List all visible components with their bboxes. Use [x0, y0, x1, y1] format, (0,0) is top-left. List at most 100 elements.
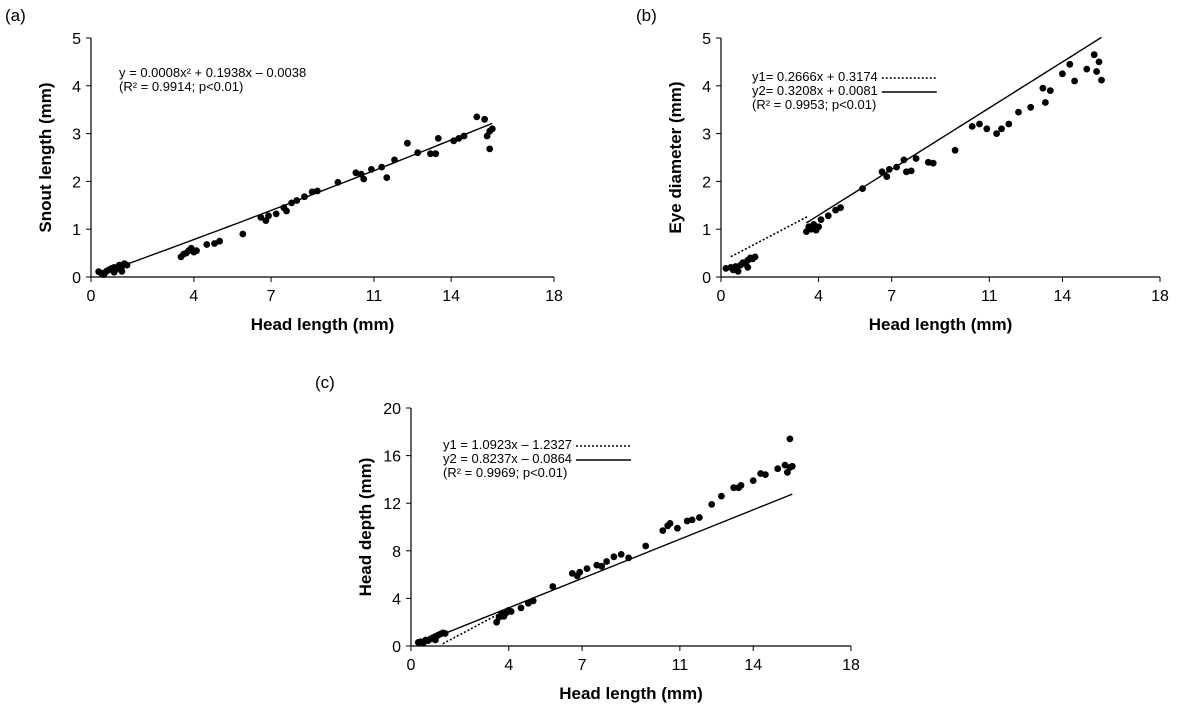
data-point [878, 168, 886, 176]
x-tick-label: 4 [814, 288, 823, 305]
data-point [788, 462, 796, 470]
equation-text: (R² = 0.9914; p<0.01) [119, 79, 243, 94]
data-point [1090, 51, 1098, 59]
x-tick-label: 0 [87, 288, 96, 305]
y-tick-label: 4 [702, 79, 711, 96]
x-tick-label: 0 [717, 288, 726, 305]
data-point [352, 169, 360, 177]
x-tick-label: 7 [578, 657, 587, 674]
data-point [1046, 87, 1054, 94]
data-point [824, 212, 832, 220]
x-tick-label: 14 [744, 657, 762, 674]
data-point [1095, 58, 1103, 66]
data-point [334, 179, 342, 186]
data-point [696, 514, 703, 521]
data-point [517, 604, 525, 612]
data-point [123, 261, 131, 269]
data-point [283, 207, 290, 215]
data-point [603, 558, 610, 565]
data-point [885, 166, 893, 173]
y-tick-label: 3 [72, 127, 81, 144]
y-axis-label: Snout length (mm) [36, 82, 55, 232]
y-axis-label: Eye diameter (mm) [666, 81, 685, 233]
y-tick-label: 1 [72, 222, 81, 239]
data-point [434, 135, 442, 142]
data-point [751, 253, 759, 261]
y-axis-label: Head depth (mm) [356, 458, 375, 597]
data-point [674, 524, 681, 532]
data-point [900, 156, 908, 164]
data-point [473, 113, 481, 121]
data-point [951, 146, 959, 154]
data-point [1093, 68, 1100, 75]
equation-text: y2= 0.3208x + 0.0081 [752, 83, 878, 98]
data-point [617, 551, 625, 558]
data-point [815, 223, 822, 231]
data-point [1059, 70, 1066, 78]
data-point [1027, 103, 1035, 111]
data-point [193, 247, 200, 255]
data-point [744, 264, 752, 271]
panel-b: (b) 0 4 7 11 14 18 0 1 2 3 4 5 Head length (mm) Eye di… [636, 6, 1169, 334]
panel-c: (c) 0 4 7 11 14 18 0 4 8 12 16 20 Head length (mm) Hea… [315, 373, 860, 703]
data-point [529, 597, 537, 605]
data-point [749, 477, 757, 484]
data-point [455, 135, 463, 142]
data-point [488, 125, 496, 133]
data-point [481, 115, 488, 123]
data-point [598, 562, 606, 570]
equation-text: y1 = 1.0923x – 1.2327 [443, 437, 572, 452]
data-point [211, 240, 218, 247]
data-point [432, 150, 440, 158]
data-point [774, 465, 782, 473]
x-tick-label: 0 [407, 657, 416, 674]
data-point [118, 267, 126, 275]
data-point [737, 482, 745, 489]
fit-line-solid [806, 36, 1102, 224]
data-point [301, 193, 308, 201]
y-tick-label: 1 [702, 222, 711, 239]
fit-line-dotted [442, 613, 500, 645]
data-point [460, 132, 468, 140]
x-tick-label: 18 [842, 657, 860, 674]
x-tick-label: 14 [1054, 288, 1072, 305]
equation-text: y2 = 0.8237x – 0.0864 [443, 451, 572, 466]
y-tick-label: 12 [383, 496, 401, 513]
data-point [257, 213, 265, 221]
y-tick-label: 4 [72, 79, 81, 96]
x-tick-label: 7 [887, 288, 896, 305]
data-point [1083, 65, 1091, 73]
data-point [360, 175, 368, 183]
data-point [1042, 99, 1049, 106]
fit-line-solid [418, 493, 793, 645]
x-tick-label: 18 [545, 288, 563, 305]
data-point [414, 149, 422, 157]
data-point [486, 145, 494, 153]
data-point [576, 568, 584, 576]
data-point [983, 125, 991, 133]
data-point [1098, 76, 1105, 84]
x-axis-label: Head length (mm) [251, 315, 395, 334]
data-point [450, 137, 458, 145]
x-tick-label: 11 [672, 657, 689, 674]
x-axis-label: Head length (mm) [869, 315, 1013, 334]
data-point [378, 163, 386, 171]
y-tick-label: 0 [702, 270, 711, 287]
data-point [907, 167, 915, 175]
data-point [688, 516, 696, 524]
data-point [383, 174, 391, 182]
equation-text: (R² = 0.9953; p<0.01) [752, 97, 876, 112]
data-point [272, 210, 280, 218]
data-point [883, 173, 891, 181]
x-tick-label: 14 [442, 288, 460, 305]
data-point [239, 230, 247, 238]
data-point [730, 484, 738, 492]
x-tick-label: 4 [189, 288, 198, 305]
data-point [659, 527, 667, 534]
y-tick-label: 2 [702, 174, 711, 191]
data-point [976, 120, 983, 128]
data-point [110, 268, 118, 276]
data-point [625, 554, 632, 562]
data-point [666, 520, 674, 527]
data-point [1015, 108, 1022, 116]
